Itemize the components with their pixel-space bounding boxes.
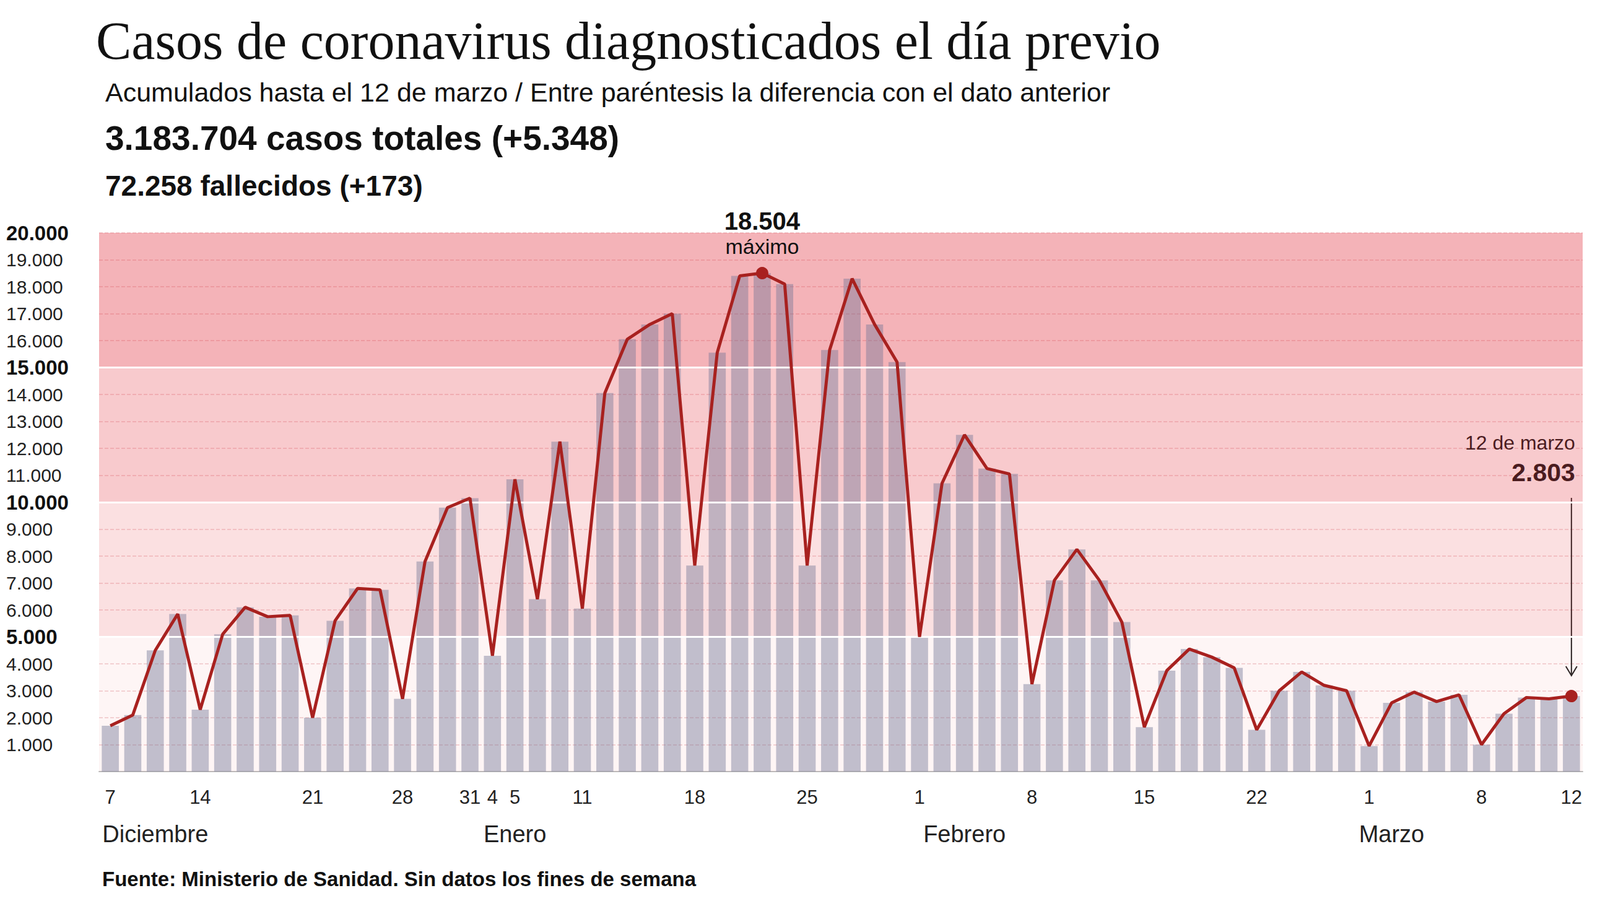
svg-text:19.000: 19.000 xyxy=(6,249,64,270)
svg-text:): ) xyxy=(608,118,620,158)
svg-text:3.000: 3.000 xyxy=(6,680,53,701)
svg-text:1: 1 xyxy=(913,786,925,809)
svg-text:25: 25 xyxy=(796,786,818,809)
svg-text:6.000: 6.000 xyxy=(6,600,53,621)
svg-text:2.000: 2.000 xyxy=(6,707,53,729)
svg-text:22: 22 xyxy=(1245,786,1267,809)
svg-text:3.183.704: 3.183.704 xyxy=(105,118,257,158)
svg-text:18.000: 18.000 xyxy=(6,276,64,298)
svg-text:Febrero: Febrero xyxy=(923,821,1006,848)
svg-text:9.000: 9.000 xyxy=(6,518,53,540)
svg-text:15: 15 xyxy=(1133,786,1155,809)
svg-text:casos totales (: casos totales ( xyxy=(256,118,504,158)
svg-text:5: 5 xyxy=(509,786,521,809)
svg-text:8.000: 8.000 xyxy=(6,546,53,567)
svg-text:Ministerio de Sanidad. Sin dat: Ministerio de Sanidad. Sin datos los fin… xyxy=(175,867,697,891)
svg-text:14.000: 14.000 xyxy=(6,384,64,405)
svg-text:10.000: 10.000 xyxy=(6,491,69,514)
svg-text:31: 31 xyxy=(459,786,481,809)
svg-text:Casos de coronavirus diagnosti: Casos de coronavirus diagnosticados el d… xyxy=(95,11,1161,71)
svg-text:16.000: 16.000 xyxy=(6,330,64,352)
svg-text:12.000: 12.000 xyxy=(6,438,64,459)
svg-text:8: 8 xyxy=(1026,786,1038,809)
svg-text:máximo: máximo xyxy=(725,234,799,259)
svg-text:fallecidos (: fallecidos ( xyxy=(192,169,350,202)
svg-text:1.000: 1.000 xyxy=(6,734,53,755)
svg-text:7: 7 xyxy=(105,786,116,809)
svg-text:Enero: Enero xyxy=(483,821,547,848)
svg-text:5.000: 5.000 xyxy=(6,625,58,649)
svg-text:8: 8 xyxy=(1476,786,1487,809)
svg-text:): ) xyxy=(413,169,423,202)
svg-text:4: 4 xyxy=(487,786,498,809)
svg-text:7.000: 7.000 xyxy=(6,572,53,594)
svg-text:11.000: 11.000 xyxy=(6,465,62,486)
svg-text:1: 1 xyxy=(1363,786,1374,809)
svg-text:12: 12 xyxy=(1560,786,1583,809)
svg-text:21: 21 xyxy=(302,786,324,809)
svg-text:11: 11 xyxy=(572,786,592,809)
svg-text:17.000: 17.000 xyxy=(6,303,64,324)
svg-text:13.000: 13.000 xyxy=(6,411,64,432)
svg-text:Marzo: Marzo xyxy=(1359,821,1425,848)
svg-text:Fuente:: Fuente: xyxy=(102,867,176,891)
svg-text:+5.348: +5.348 xyxy=(502,118,609,158)
svg-text:18: 18 xyxy=(684,786,706,809)
svg-text:72.258: 72.258 xyxy=(105,169,193,202)
svg-text:20.000: 20.000 xyxy=(6,221,69,245)
svg-text:15.000: 15.000 xyxy=(6,356,69,379)
svg-text:+173: +173 xyxy=(349,169,414,202)
svg-text:28: 28 xyxy=(391,786,414,809)
svg-text:4.000: 4.000 xyxy=(6,653,53,675)
svg-text:Acumulados hasta el 12 de marz: Acumulados hasta el 12 de marzo / Entre … xyxy=(105,77,1111,108)
svg-text:14: 14 xyxy=(189,786,211,809)
svg-text:Diciembre: Diciembre xyxy=(102,821,209,848)
svg-text:18.504: 18.504 xyxy=(724,207,801,235)
